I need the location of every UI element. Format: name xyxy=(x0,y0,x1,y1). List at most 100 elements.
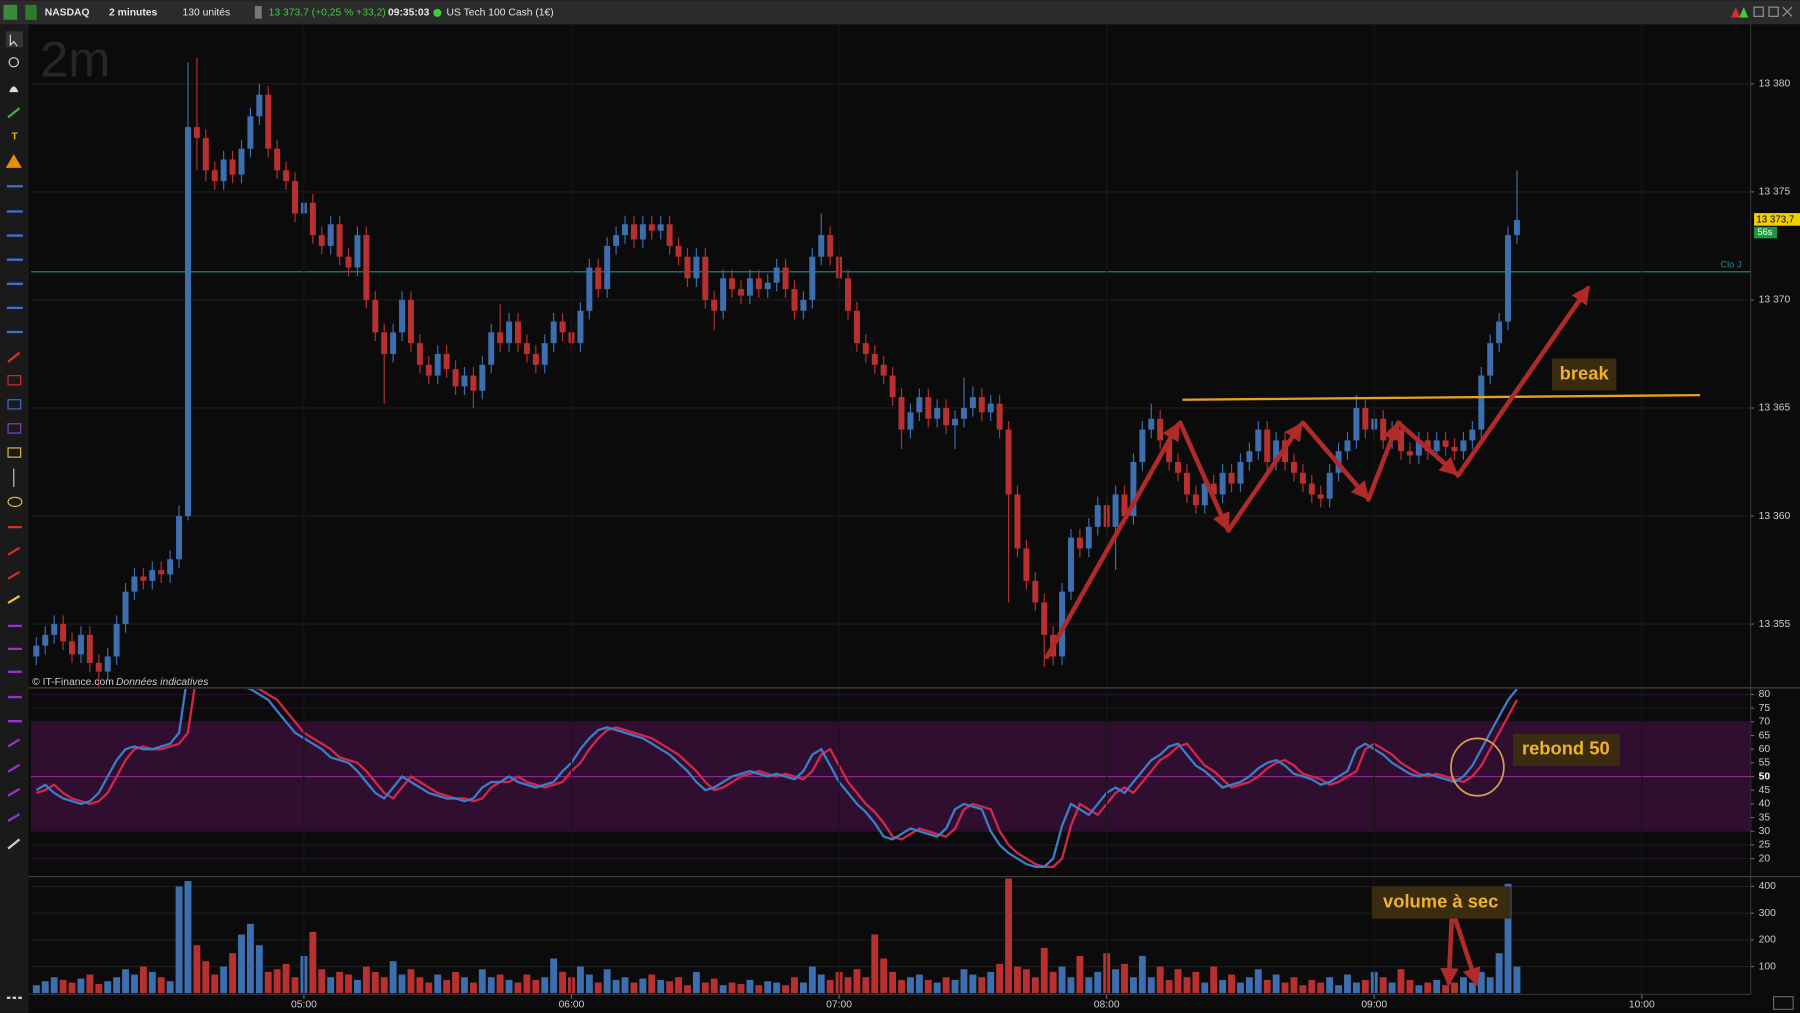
tool-icon[interactable] xyxy=(5,154,22,168)
tool-icon[interactable] xyxy=(7,399,22,410)
candle-body xyxy=(550,321,557,344)
candle-body xyxy=(1451,446,1458,452)
tool-icon[interactable] xyxy=(7,107,21,119)
panel xyxy=(30,689,1751,868)
x-tick-label: 08:00 xyxy=(1094,999,1120,1010)
y-tick-label: 30 xyxy=(1759,826,1771,837)
volume-bar xyxy=(1067,977,1075,994)
candle-body xyxy=(1353,407,1360,441)
candle-body xyxy=(1380,418,1387,441)
volume-bar xyxy=(782,985,790,994)
tool-icon[interactable] xyxy=(6,185,23,334)
volume-bar xyxy=(1477,971,1485,994)
tool-icon[interactable] xyxy=(7,447,22,458)
tool-icon[interactable] xyxy=(9,86,19,93)
x-tick-label: 09:00 xyxy=(1361,999,1387,1010)
volume-bar xyxy=(1174,969,1182,994)
close-button[interactable] xyxy=(1782,6,1793,17)
y-tick-label: 70 xyxy=(1759,717,1771,728)
candle-body xyxy=(898,397,905,430)
tool-button[interactable] xyxy=(5,31,23,48)
app-icon[interactable] xyxy=(3,4,18,20)
window-button[interactable] xyxy=(1753,6,1764,17)
volume-bar xyxy=(282,963,290,994)
candle-body xyxy=(363,235,370,300)
candle-body xyxy=(265,94,272,149)
candle-body xyxy=(871,353,878,365)
candle-body xyxy=(1264,429,1271,462)
volume-bar xyxy=(1121,963,1128,994)
volume-bar xyxy=(229,953,237,994)
volume-bar xyxy=(764,981,772,994)
volume-bar xyxy=(1237,982,1244,994)
alert-icon[interactable] xyxy=(1731,7,1741,18)
countdown: 56s xyxy=(1758,227,1773,237)
volume-bar xyxy=(675,977,682,994)
volume-bar xyxy=(1112,969,1120,994)
candle-body xyxy=(577,310,584,344)
tool-icon[interactable] xyxy=(9,34,18,47)
volume-bar xyxy=(898,979,905,994)
volume-bar xyxy=(1129,977,1137,994)
volume-bar xyxy=(862,977,870,994)
volume-bar xyxy=(915,974,923,994)
tool-icon[interactable] xyxy=(8,57,19,68)
volume-bar xyxy=(1486,977,1494,994)
candle-body xyxy=(604,245,611,290)
candle-body xyxy=(1299,472,1306,484)
candle-body xyxy=(327,224,334,246)
volume-bar xyxy=(666,981,674,994)
zoom-button[interactable] xyxy=(1773,996,1794,1010)
volume-bar xyxy=(1513,966,1521,994)
volume-bar xyxy=(1094,971,1102,994)
volume-bar xyxy=(1433,979,1441,994)
volume-bar xyxy=(157,977,165,994)
candle-body xyxy=(149,570,156,581)
candle-body xyxy=(1273,440,1280,462)
candle-body xyxy=(987,403,994,413)
candle-body xyxy=(978,397,985,413)
candle-body xyxy=(193,127,200,138)
candle-body xyxy=(407,299,414,344)
exchange-select[interactable]: NASDAQ xyxy=(45,8,90,19)
timeframe-select[interactable]: 2 minutes xyxy=(109,8,157,19)
tool-icon[interactable] xyxy=(7,838,21,850)
volume-bar xyxy=(728,982,736,994)
tool-icon[interactable] xyxy=(7,526,22,580)
candle-body xyxy=(176,516,183,560)
volume-bar xyxy=(969,974,977,994)
tool-icon[interactable] xyxy=(7,351,21,363)
tool-icon[interactable]: T xyxy=(11,132,18,143)
tool-icon[interactable] xyxy=(7,624,22,823)
volume-bar xyxy=(1058,966,1066,994)
volume-bar xyxy=(1076,955,1084,994)
candle-body xyxy=(104,656,111,672)
tool-icon[interactable] xyxy=(7,375,22,386)
volume-bar xyxy=(362,966,370,994)
candle-body xyxy=(1406,451,1413,456)
window-button[interactable] xyxy=(1768,6,1779,17)
candle-body xyxy=(1139,429,1146,462)
alert-icon[interactable] xyxy=(1739,7,1749,18)
volume-bar xyxy=(1495,953,1503,994)
units-select[interactable]: 130 unités xyxy=(183,8,231,19)
candle-body xyxy=(1362,407,1369,430)
tool-icon[interactable] xyxy=(7,423,22,434)
info-icon[interactable] xyxy=(254,5,262,19)
candle-body xyxy=(925,397,932,419)
tool-icon[interactable] xyxy=(7,595,21,604)
y-tick-label: 25 xyxy=(1759,840,1771,851)
candle-body xyxy=(86,634,93,663)
candle-body xyxy=(1068,537,1074,592)
volume-bar xyxy=(407,969,415,994)
candle-body xyxy=(1192,494,1199,506)
volume-bar xyxy=(193,945,201,994)
candle-body xyxy=(746,278,753,296)
volume-bar xyxy=(77,978,85,994)
volume-bar xyxy=(273,969,281,994)
volume-bar xyxy=(1245,977,1253,994)
volume-bar xyxy=(318,969,326,994)
tool-icon[interactable] xyxy=(7,496,23,508)
candle-body xyxy=(113,624,120,657)
